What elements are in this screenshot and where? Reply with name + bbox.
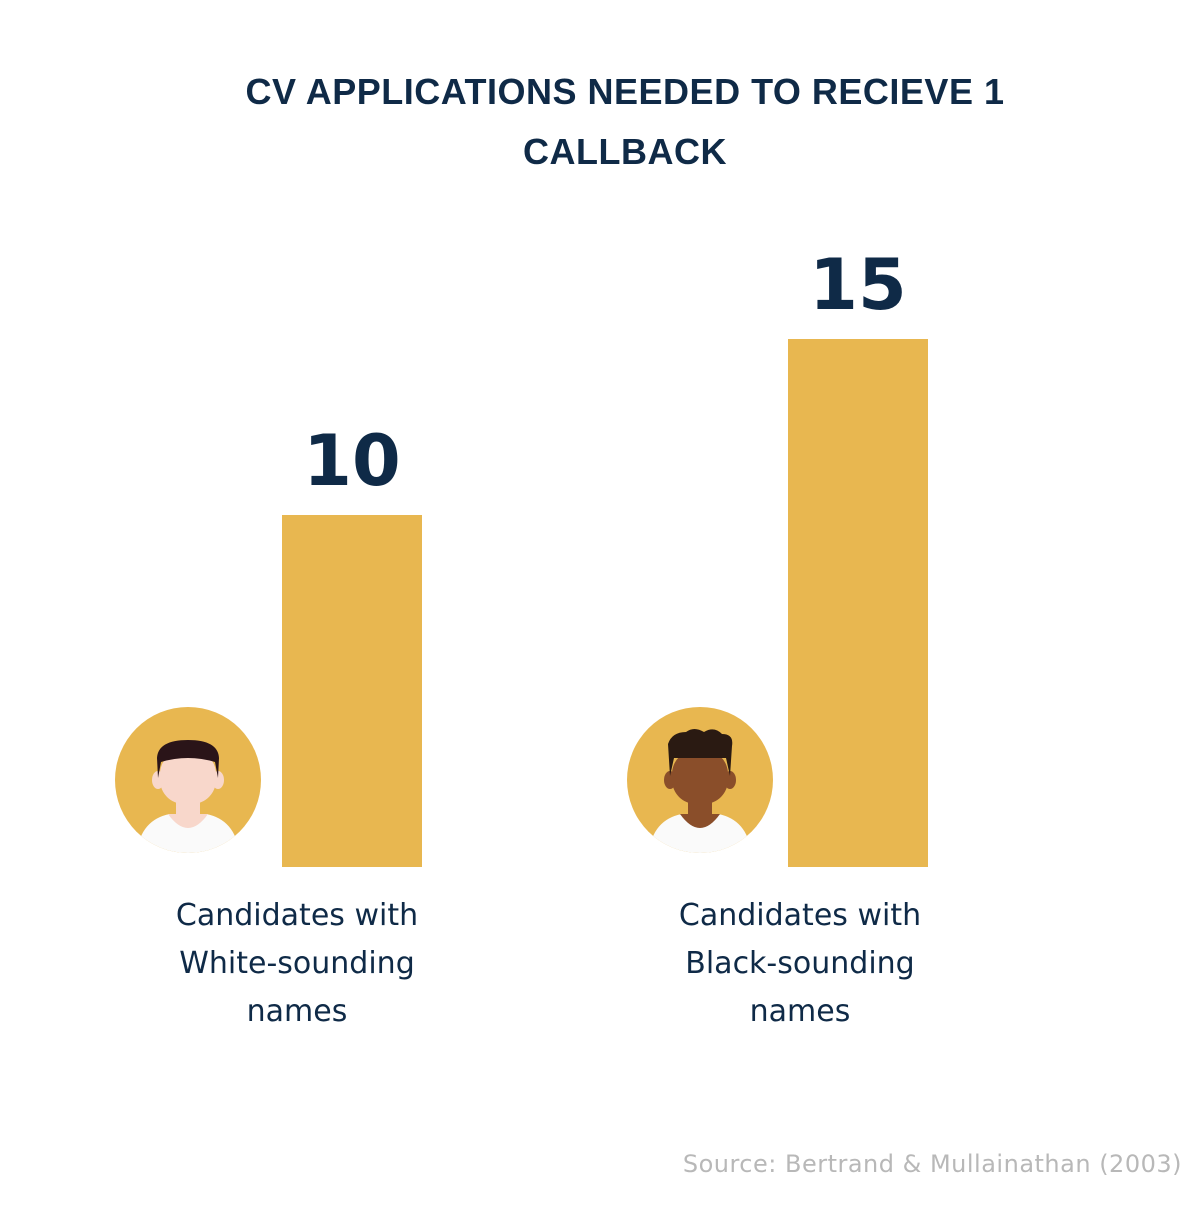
chart-title: CV APPLICATIONS NEEDED TO RECIEVE 1 CALL… (245, 71, 1005, 172)
bars-layer (282, 339, 928, 867)
value-label-0: 10 (303, 420, 400, 502)
bar-0 (282, 515, 422, 867)
value-label-1: 15 (809, 244, 906, 326)
source-note: Source: Bertrand & Mullainathan (2003) (682, 1150, 1182, 1178)
value-labels-layer: 10 15 (303, 244, 906, 502)
category-label-white-sounding: Candidates with White-sounding names (175, 898, 419, 1029)
category-label-black-sounding: Candidates with Black-sounding names (678, 898, 922, 1029)
icons-layer (115, 707, 773, 853)
person-dark-skin-icon (627, 707, 773, 853)
person-light-skin-icon (115, 707, 261, 853)
bar-1 (788, 339, 928, 867)
